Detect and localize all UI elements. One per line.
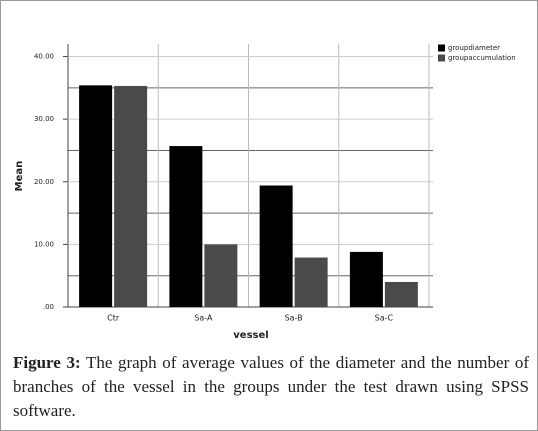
bar xyxy=(259,185,293,307)
chart: Mean vessel .00 10.00 20.00 30.00 40.00 Ctr Sa… xyxy=(14,44,516,341)
bar xyxy=(384,281,418,307)
legend-swatch xyxy=(438,54,445,62)
y-tick-label: 20.00 xyxy=(34,178,54,186)
bar xyxy=(294,257,328,307)
x-tick-label: Sa-A xyxy=(194,314,213,323)
legend-label: groupaccumulation xyxy=(448,54,516,62)
bar xyxy=(204,244,238,307)
bar xyxy=(349,251,383,307)
bar xyxy=(79,85,113,307)
bar xyxy=(114,85,148,307)
y-axis-label: Mean xyxy=(14,161,25,192)
legend-swatch xyxy=(438,44,445,52)
y-tick-label: 10.00 xyxy=(34,240,54,248)
y-tick-label: 40.00 xyxy=(34,53,54,61)
y-tick-label: 30.00 xyxy=(34,115,54,123)
caption-label: Figure 3: xyxy=(13,353,81,372)
legend-label: groupdiameter xyxy=(448,44,500,52)
caption-text: The graph of average values of the diame… xyxy=(13,353,529,420)
x-axis-label: vessel xyxy=(233,330,268,341)
caption: Figure 3: The graph of average values of… xyxy=(13,351,529,423)
x-tick-label: Sa-C xyxy=(375,314,394,323)
x-tick-label: Sa-B xyxy=(285,314,303,323)
y-tick-label: .00 xyxy=(43,303,54,311)
x-tick-label: Ctr xyxy=(107,314,120,323)
bar xyxy=(169,146,203,307)
